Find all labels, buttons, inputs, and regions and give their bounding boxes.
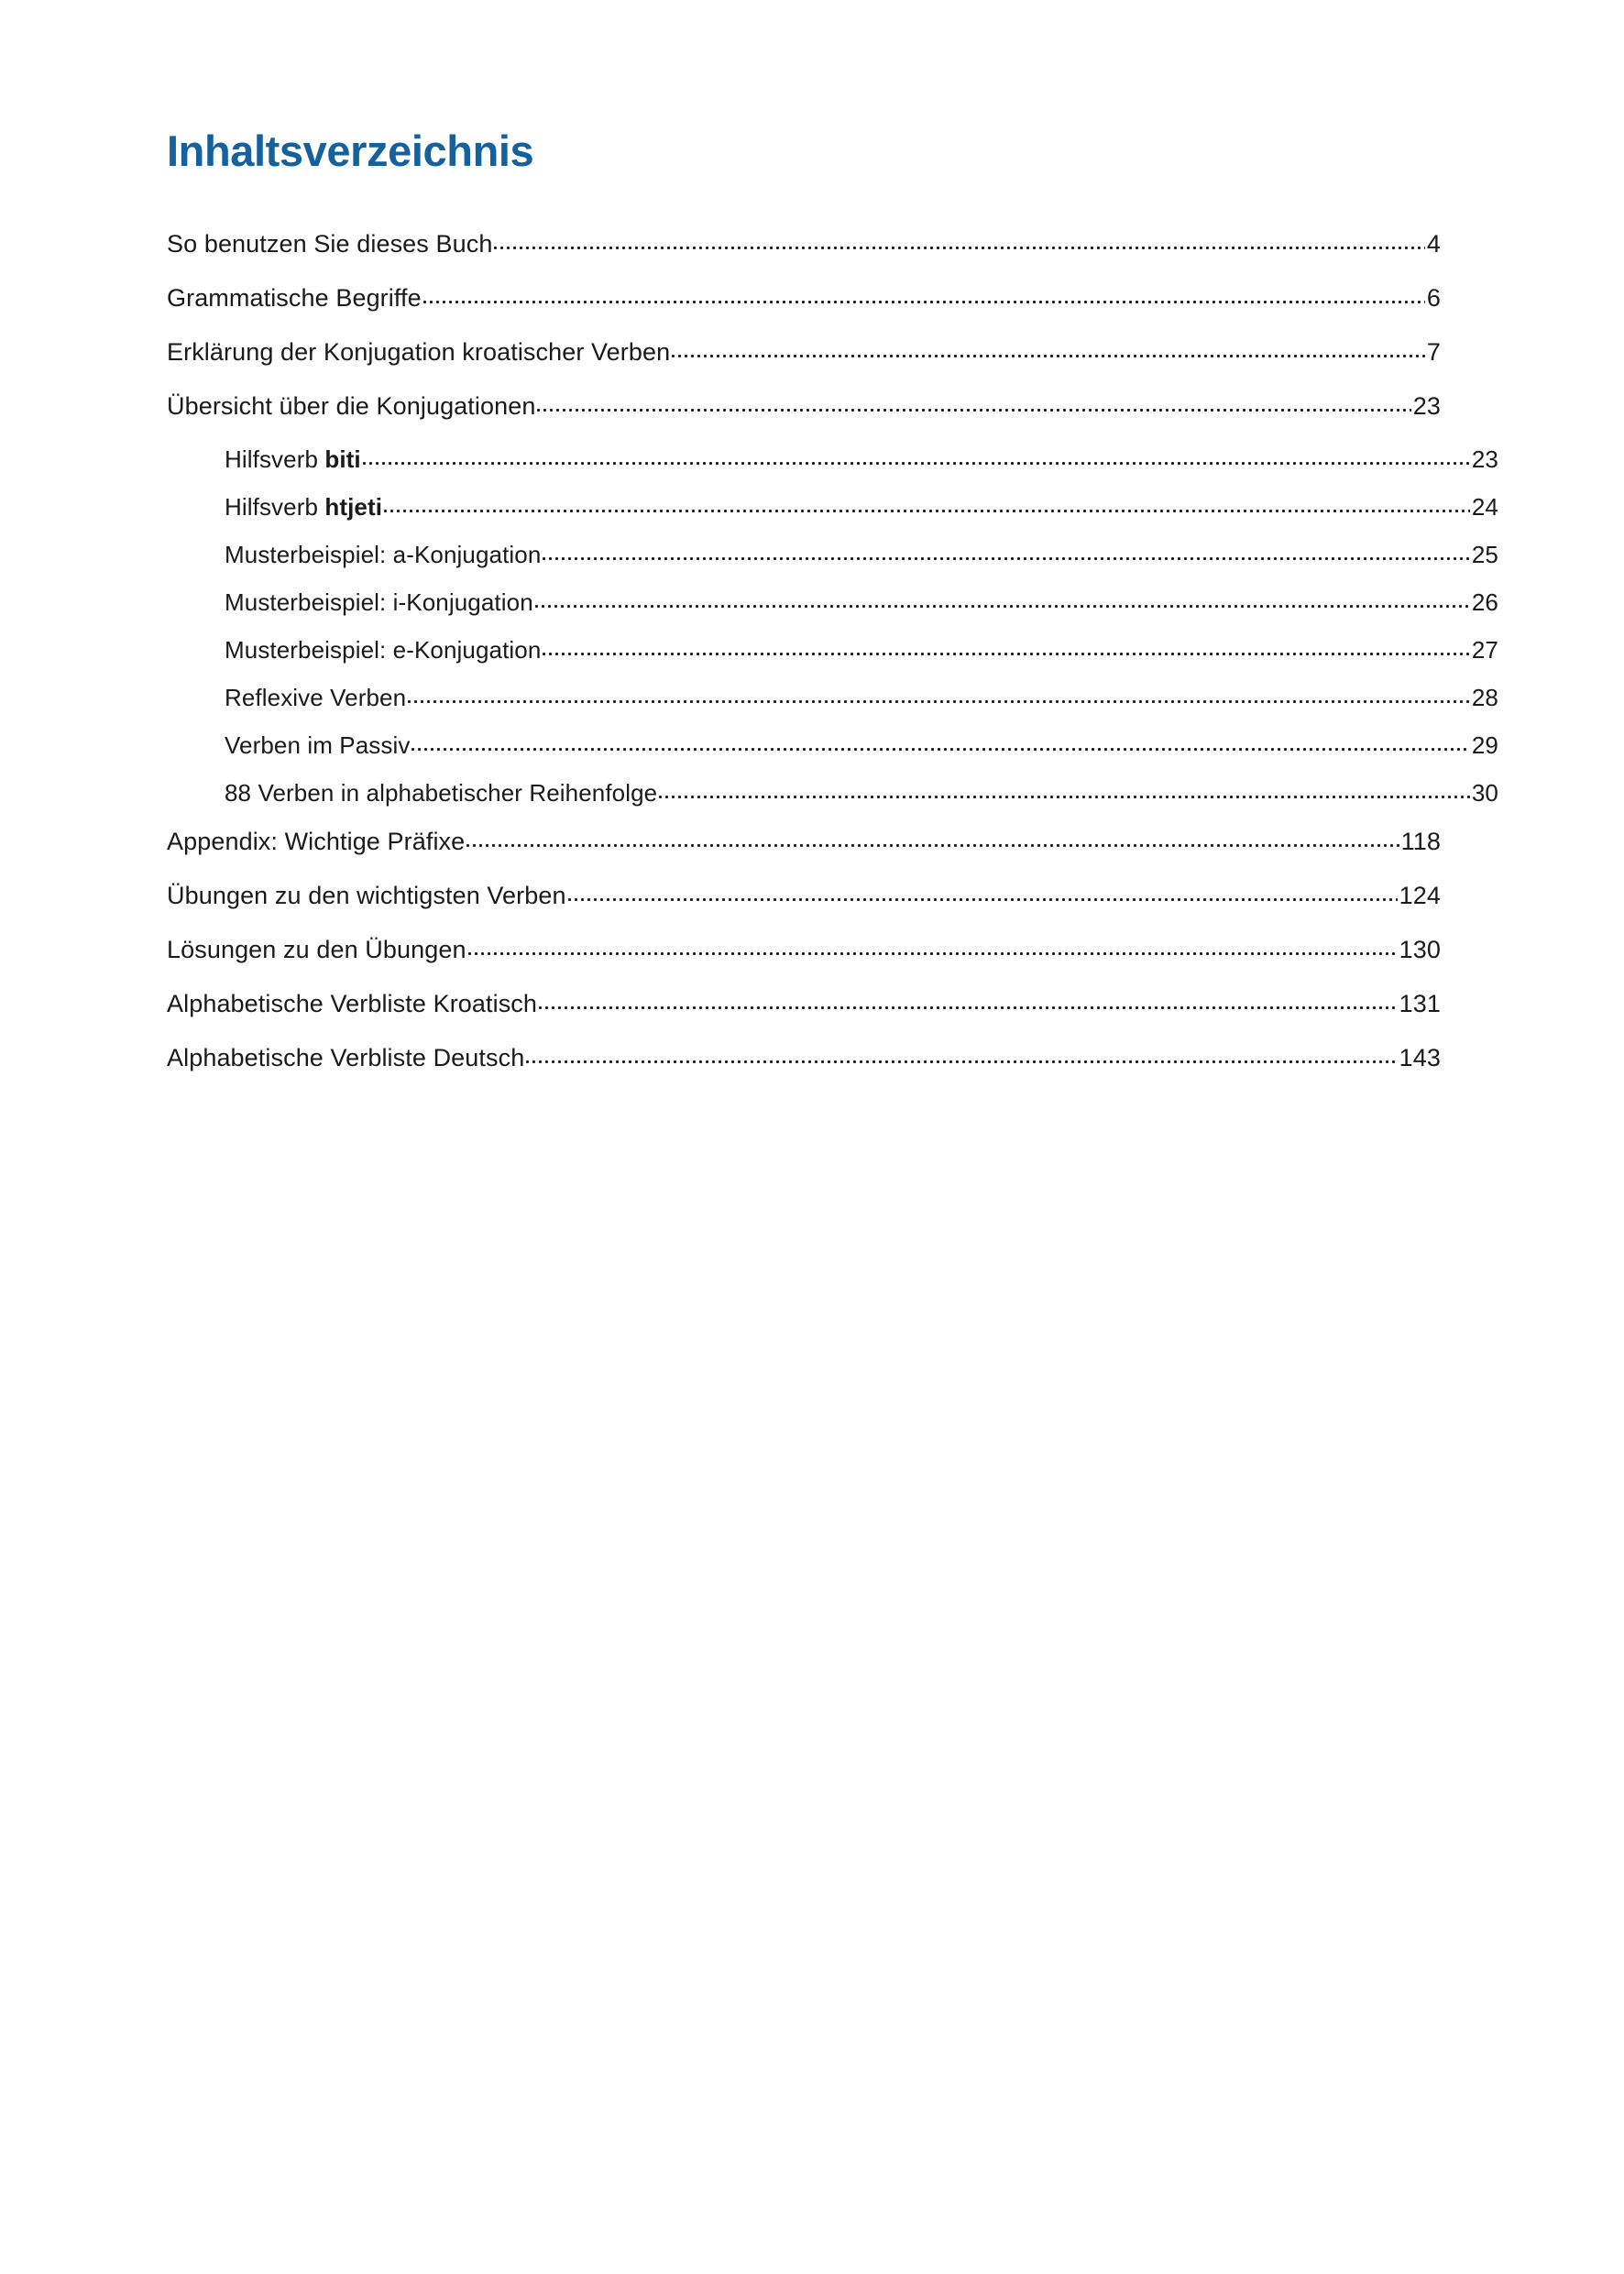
toc-entry-label: Musterbeispiel: a-Konjugation [225, 541, 542, 568]
toc-entry-page-number: 143 [1399, 1044, 1441, 1071]
toc-entry[interactable]: Lösungen zu den Übungen 130 [167, 933, 1441, 962]
toc-entry-page-number: 24 [1471, 493, 1498, 521]
toc-entry-page-number: 124 [1399, 882, 1441, 909]
dot-leader [384, 491, 1470, 515]
toc-entry[interactable]: Alphabetische Verbliste Kroatisch 131 [167, 987, 1441, 1016]
dot-leader [539, 987, 1398, 1012]
toc-entry-page-number: 26 [1471, 588, 1498, 616]
toc-entry-page-number: 23 [1471, 445, 1498, 473]
toc-entry[interactable]: So benutzen Sie dieses Buch 4 [167, 227, 1441, 257]
dot-leader [408, 682, 1470, 706]
toc-entry-label: Lösungen zu den Übungen [167, 936, 466, 963]
dot-leader [467, 933, 1398, 958]
toc-entry[interactable]: Verben im Passiv 29 [167, 730, 1498, 757]
toc-entry[interactable]: Übersicht über die Konjugationen 23 [167, 390, 1441, 419]
toc-entry[interactable]: Alphabetische Verbliste Deutsch 143 [167, 1041, 1441, 1071]
toc-entry[interactable]: Musterbeispiel: e-Konjugation 27 [167, 634, 1498, 662]
toc-entry-page-number: 28 [1471, 684, 1498, 711]
toc-entry-label: Verben im Passiv [225, 731, 411, 759]
toc-entry-label: Musterbeispiel: e-Konjugation [225, 636, 542, 664]
toc-entry[interactable]: Musterbeispiel: i-Konjugation 26 [167, 587, 1498, 614]
toc-entry-page-number: 23 [1412, 392, 1441, 420]
toc-entry[interactable]: 88 Verben in alphabetischer Reihenfolge 3… [167, 777, 1498, 805]
toc-entry-label: Alphabetische Verbliste Kroatisch [167, 990, 538, 1017]
toc-entry[interactable]: Übungen zu den wichtigsten Verben 124 [167, 879, 1441, 908]
toc-entry[interactable]: Reflexive Verben 28 [167, 682, 1498, 709]
toc-entry-page-number: 4 [1426, 230, 1441, 258]
toc-entry-page-number: 131 [1399, 990, 1441, 1017]
dot-leader [543, 634, 1470, 658]
toc-entry-page-number: 27 [1471, 636, 1498, 664]
toc-entry-label: 88 Verben in alphabetischer Reihenfolge [225, 779, 658, 807]
toc-entry-page-number: 7 [1426, 338, 1441, 366]
dot-leader [567, 879, 1398, 904]
toc-entry-label: Grammatische Begriffe [167, 284, 422, 312]
toc-entry-label: Erklärung der Konjugation kroatischer Ve… [167, 338, 671, 366]
dot-leader [494, 227, 1425, 252]
toc-entry-page-number: 30 [1471, 779, 1498, 807]
toc-entry-page-number: 130 [1399, 936, 1441, 963]
dot-leader [537, 390, 1411, 414]
table-of-contents-list: So benutzen Sie dieses Buch 4 Grammatische… [167, 227, 1498, 1095]
toc-entry[interactable]: Grammatische Begriffe 6 [167, 281, 1441, 311]
toc-entry-page-number: 118 [1400, 828, 1441, 855]
toc-entry-label: Reflexive Verben [225, 684, 407, 711]
dot-leader [411, 730, 1470, 753]
toc-entry-page-number: 6 [1426, 284, 1441, 312]
toc-entry-label: Übersicht über die Konjugationen [167, 392, 536, 420]
toc-entry-label: Alphabetische Verbliste Deutsch [167, 1044, 525, 1071]
toc-entry-page-number: 29 [1471, 731, 1498, 759]
dot-leader [526, 1041, 1398, 1066]
toc-entry-label: Musterbeispiel: i-Konjugation [225, 588, 533, 616]
dot-leader [362, 444, 1470, 467]
toc-entry[interactable]: Hilfsverb htjeti 24 [167, 491, 1498, 519]
toc-entry[interactable]: Musterbeispiel: a-Konjugation 25 [167, 539, 1498, 566]
toc-entry-label-emphasis: biti [324, 445, 361, 473]
toc-entry-label: Appendix: Wichtige Präfixe [167, 828, 466, 855]
toc-entry-label: Hilfsverb htjeti [225, 493, 383, 521]
toc-entry[interactable]: Hilfsverb biti 23 [167, 444, 1498, 471]
dot-leader [543, 539, 1470, 563]
dot-leader [672, 335, 1425, 360]
toc-entry-label-emphasis: htjeti [324, 493, 383, 521]
dot-leader [422, 281, 1425, 306]
dot-leader [659, 777, 1470, 801]
dot-leader [466, 825, 1399, 850]
toc-entry-page-number: 25 [1471, 541, 1498, 568]
dot-leader [534, 587, 1470, 610]
page-title: Inhaltsverzeichnis [167, 126, 534, 176]
toc-entry-label: Übungen zu den wichtigsten Verben [167, 882, 566, 909]
toc-entry-label: So benutzen Sie dieses Buch [167, 230, 493, 258]
toc-entry-label: Hilfsverb biti [225, 445, 361, 473]
toc-entry[interactable]: Erklärung der Konjugation kroatischer Ve… [167, 335, 1441, 365]
toc-entry[interactable]: Appendix: Wichtige Präfixe 118 [167, 825, 1441, 854]
